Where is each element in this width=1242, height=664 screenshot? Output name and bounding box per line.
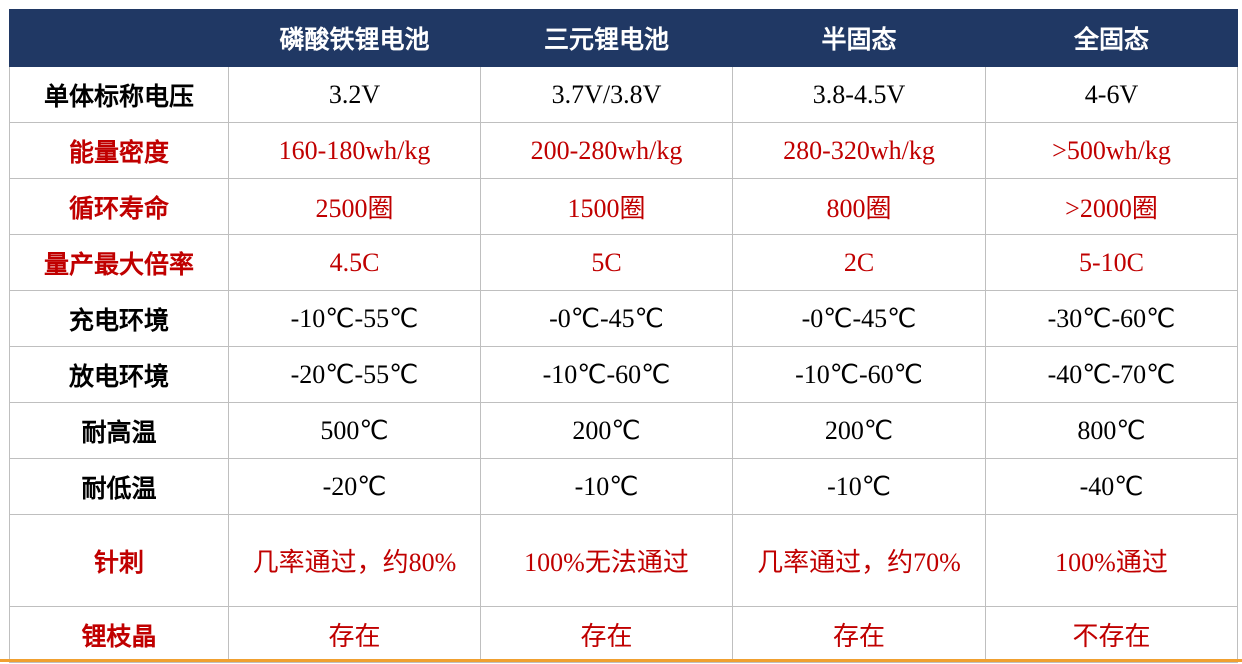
cell: 存在 [228,606,481,663]
column-header: 半固态 [732,9,986,67]
cell: 200℃ [732,402,986,459]
table-body: 单体标称电压 3.2V 3.7V/3.8V 3.8-4.5V 4-6V 能量密度 160-1… [9,66,1238,663]
cell: -0℃-45℃ [732,290,986,347]
row-label: 针刺 [9,514,229,607]
table-row: 针刺 几率通过，约80% 100%无法通过 几率通过，约70% 100%通过 [9,514,1238,607]
column-header: 磷酸铁锂电池 [228,9,481,67]
cell: 存在 [480,606,733,663]
cell: -20℃-55℃ [228,346,481,403]
table-row: 耐高温 500℃ 200℃ 200℃ 800℃ [9,402,1238,459]
cell: 几率通过，约70% [732,514,986,607]
table-row: 单体标称电压 3.2V 3.7V/3.8V 3.8-4.5V 4-6V [9,66,1238,123]
cell: -10℃-55℃ [228,290,481,347]
row-label: 循环寿命 [9,178,229,235]
cell: -40℃ [985,458,1238,515]
cell: 200℃ [480,402,733,459]
row-label: 能量密度 [9,122,229,179]
cell: 100%无法通过 [480,514,733,607]
cell: 800℃ [985,402,1238,459]
row-label: 耐低温 [9,458,229,515]
row-label: 锂枝晶 [9,606,229,663]
row-label: 充电环境 [9,290,229,347]
cell: -10℃ [732,458,986,515]
cell: 160-180wh/kg [228,122,481,179]
cell: >500wh/kg [985,122,1238,179]
column-header: 三元锂电池 [480,9,733,67]
comparison-table: 磷酸铁锂电池 三元锂电池 半固态 全固态 单体标称电压 3.2V 3.7V/3.8V 3.8… [9,9,1238,663]
cell: 5C [480,234,733,291]
table-row: 循环寿命 2500圈 1500圈 800圈 >2000圈 [9,178,1238,235]
cell: -10℃-60℃ [480,346,733,403]
bottom-rule [0,659,1242,662]
cell: 4-6V [985,66,1238,123]
cell: 100%通过 [985,514,1238,607]
row-label: 放电环境 [9,346,229,403]
cell: -40℃-70℃ [985,346,1238,403]
table-row: 充电环境 -10℃-55℃ -0℃-45℃ -0℃-45℃ -30℃-60℃ [9,290,1238,347]
cell: 3.8-4.5V [732,66,986,123]
cell: -0℃-45℃ [480,290,733,347]
row-label: 量产最大倍率 [9,234,229,291]
table-row: 放电环境 -20℃-55℃ -10℃-60℃ -10℃-60℃ -40℃-70℃ [9,346,1238,403]
cell: 5-10C [985,234,1238,291]
cell: 2500圈 [228,178,481,235]
header-corner [9,9,229,67]
cell: 200-280wh/kg [480,122,733,179]
cell: -10℃ [480,458,733,515]
cell: -10℃-60℃ [732,346,986,403]
cell: 500℃ [228,402,481,459]
table-row: 量产最大倍率 4.5C 5C 2C 5-10C [9,234,1238,291]
cell: 280-320wh/kg [732,122,986,179]
column-header: 全固态 [985,9,1238,67]
cell: 3.7V/3.8V [480,66,733,123]
cell: 存在 [732,606,986,663]
row-label: 单体标称电压 [9,66,229,123]
cell: -20℃ [228,458,481,515]
cell: 2C [732,234,986,291]
header-row: 磷酸铁锂电池 三元锂电池 半固态 全固态 [9,9,1238,67]
cell: 几率通过，约80% [228,514,481,607]
cell: >2000圈 [985,178,1238,235]
cell: 4.5C [228,234,481,291]
table-row: 锂枝晶 存在 存在 存在 不存在 [9,606,1238,663]
table-row: 耐低温 -20℃ -10℃ -10℃ -40℃ [9,458,1238,515]
cell: 1500圈 [480,178,733,235]
cell: 800圈 [732,178,986,235]
cell: 不存在 [985,606,1238,663]
row-label: 耐高温 [9,402,229,459]
cell: -30℃-60℃ [985,290,1238,347]
table-row: 能量密度 160-180wh/kg 200-280wh/kg 280-320wh/kg… [9,122,1238,179]
cell: 3.2V [228,66,481,123]
